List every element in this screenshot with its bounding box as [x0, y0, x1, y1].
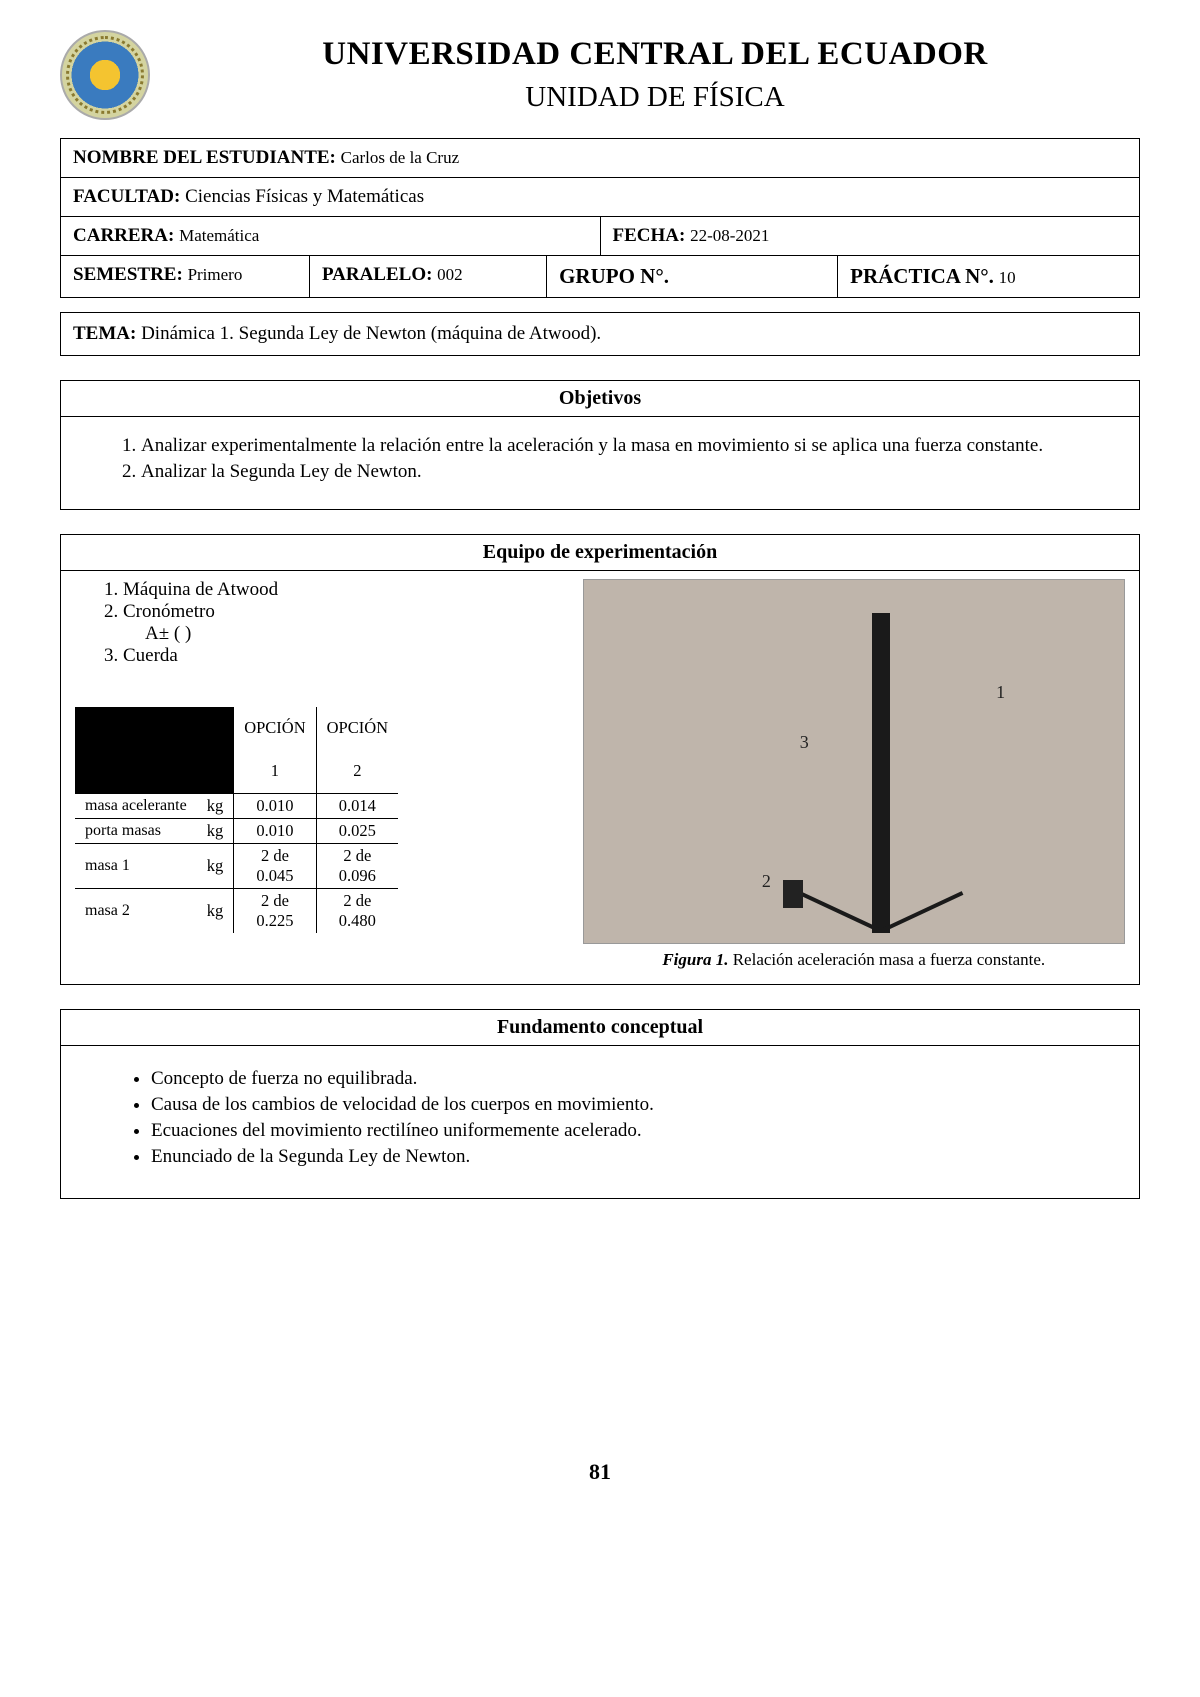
objectives-title: Objetivos [61, 381, 1139, 417]
opt1-num: 1 [234, 750, 316, 793]
faculty-value: Ciencias Físicas y Matemáticas [185, 186, 424, 207]
objectives-list: Analizar experimentalmente la relación e… [111, 435, 1089, 483]
opt2-num: 2 [316, 750, 398, 793]
university-name: UNIVERSIDAD CENTRAL DEL ECUADOR [170, 36, 1140, 73]
date-cell: FECHA: 22-08-2021 [600, 217, 1140, 255]
row-label: masa 2 [75, 888, 197, 933]
career-label: CARRERA: [73, 225, 174, 246]
figure-weight [783, 880, 803, 908]
figure-label-1: 1 [996, 682, 1005, 703]
row-label: masa acelerante [75, 793, 197, 818]
row-opt1: 2 de0.225 [234, 888, 316, 933]
parallel-label: PARALELO: [322, 264, 432, 285]
figure-caption: Figura 1. Relación aceleración masa a fu… [583, 950, 1126, 970]
semester-label: SEMESTRE: [73, 264, 183, 285]
semester-value: Primero [188, 265, 243, 284]
row-unit: kg [197, 793, 234, 818]
fundamentals-body: Concepto de fuerza no equilibrada. Causa … [61, 1046, 1139, 1198]
theme-value: Dinámica 1. Segunda Ley de Newton (máqui… [141, 323, 601, 344]
group-label: GRUPO N°. [559, 264, 669, 288]
fundamental-item: Enunciado de la Segunda Ley de Newton. [151, 1146, 1089, 1168]
department-name: UNIDAD DE FÍSICA [170, 81, 1140, 114]
page-number: 81 [60, 1459, 1140, 1485]
row-label: masa 1 [75, 843, 197, 888]
row-opt1: 2 de0.045 [234, 843, 316, 888]
equip-item-2-text: Cronómetro [123, 601, 215, 622]
tolerance-line: A± ( ) [145, 623, 569, 645]
opt1-label: OPCIÓN [234, 707, 316, 750]
university-logo [60, 30, 150, 120]
objective-item: Analizar experimentalmente la relación e… [141, 435, 1089, 457]
figure-leg [880, 891, 963, 933]
parallel-value: 002 [437, 265, 463, 284]
equip-item-3: Cuerda [123, 645, 569, 667]
figure-leg [798, 891, 881, 933]
row-unit: kg [197, 843, 234, 888]
page-header: UNIVERSIDAD CENTRAL DEL ECUADOR UNIDAD D… [60, 30, 1140, 120]
opt2-label: OPCIÓN [316, 707, 398, 750]
figure-label-3: 3 [800, 732, 809, 753]
objectives-body: Analizar experimentalmente la relación e… [61, 417, 1139, 509]
semester-cell: SEMESTRE: Primero [61, 256, 309, 297]
fundamental-item: Causa de los cambios de velocidad de los… [151, 1094, 1089, 1116]
date-value: 22-08-2021 [690, 226, 769, 245]
practice-value: 10 [999, 268, 1016, 287]
figure-label-2: 2 [762, 871, 771, 892]
practice-cell: PRÁCTICA N°. 10 [837, 256, 1139, 297]
row-opt2: 0.014 [316, 793, 398, 818]
group-cell: GRUPO N°. [546, 256, 837, 297]
equipment-right: 1 2 3 Figura 1. Relación aceleración mas… [583, 579, 1126, 970]
fundamentals-list: Concepto de fuerza no equilibrada. Causa … [121, 1068, 1089, 1168]
student-info-box: NOMBRE DEL ESTUDIANTE: Carlos de la Cruz… [60, 138, 1140, 298]
equip-item-2: Cronómetro A± ( ) [123, 601, 569, 645]
student-value: Carlos de la Cruz [341, 148, 460, 167]
fundamentals-title: Fundamento conceptual [61, 1010, 1139, 1046]
table-black-cell [75, 707, 234, 793]
fundamental-item: Ecuaciones del movimiento rectilíneo uni… [151, 1120, 1089, 1142]
equipment-list: Máquina de Atwood Cronómetro A± ( ) Cuer… [75, 579, 569, 667]
table-row: masa 2kg2 de0.2252 de0.480 [75, 888, 398, 933]
date-label: FECHA: [613, 225, 686, 246]
parallel-cell: PARALELO: 002 [309, 256, 546, 297]
faculty-label: FACULTAD: [73, 186, 180, 207]
row-unit: kg [197, 818, 234, 843]
fundamental-item: Concepto de fuerza no equilibrada. [151, 1068, 1089, 1090]
practice-label: PRÁCTICA N°. [850, 264, 994, 288]
faculty-cell: FACULTAD: Ciencias Físicas y Matemáticas [61, 178, 1139, 216]
row-label: porta masas [75, 818, 197, 843]
figure-caption-rest: Relación aceleración masa a fuerza const… [728, 950, 1045, 969]
theme-box: TEMA: Dinámica 1. Segunda Ley de Newton … [60, 312, 1140, 356]
table-row: masa 1kg2 de0.0452 de0.096 [75, 843, 398, 888]
fundamentals-section: Fundamento conceptual Concepto de fuerza… [60, 1009, 1140, 1199]
figure-caption-bold: Figura 1. [662, 950, 728, 969]
figure-stand [872, 613, 890, 933]
row-opt1: 0.010 [234, 793, 316, 818]
equip-item-1: Máquina de Atwood [123, 579, 569, 601]
title-block: UNIVERSIDAD CENTRAL DEL ECUADOR UNIDAD D… [170, 36, 1140, 114]
student-label: NOMBRE DEL ESTUDIANTE: [73, 147, 336, 168]
table-row: masa acelerantekg0.0100.014 [75, 793, 398, 818]
row-opt2: 2 de0.096 [316, 843, 398, 888]
equipment-body: Máquina de Atwood Cronómetro A± ( ) Cuer… [61, 571, 1139, 984]
row-unit: kg [197, 888, 234, 933]
student-cell: NOMBRE DEL ESTUDIANTE: Carlos de la Cruz [61, 139, 1139, 177]
objective-item: Analizar la Segunda Ley de Newton. [141, 461, 1089, 483]
objectives-section: Objetivos Analizar experimentalmente la … [60, 380, 1140, 510]
table-row: porta masaskg0.0100.025 [75, 818, 398, 843]
equipment-title: Equipo de experimentación [61, 535, 1139, 571]
row-opt1: 0.010 [234, 818, 316, 843]
equipment-section: Equipo de experimentación Máquina de Atw… [60, 534, 1140, 985]
figure-placeholder: 1 2 3 [583, 579, 1126, 944]
row-opt2: 2 de0.480 [316, 888, 398, 933]
theme-label: TEMA: [73, 323, 136, 344]
row-opt2: 0.025 [316, 818, 398, 843]
mass-table: OPCIÓN OPCIÓN 1 2 masa acelerantekg0.010… [75, 707, 398, 933]
career-value: Matemática [179, 226, 259, 245]
career-cell: CARRERA: Matemática [61, 217, 600, 255]
equipment-left: Máquina de Atwood Cronómetro A± ( ) Cuer… [75, 579, 569, 970]
